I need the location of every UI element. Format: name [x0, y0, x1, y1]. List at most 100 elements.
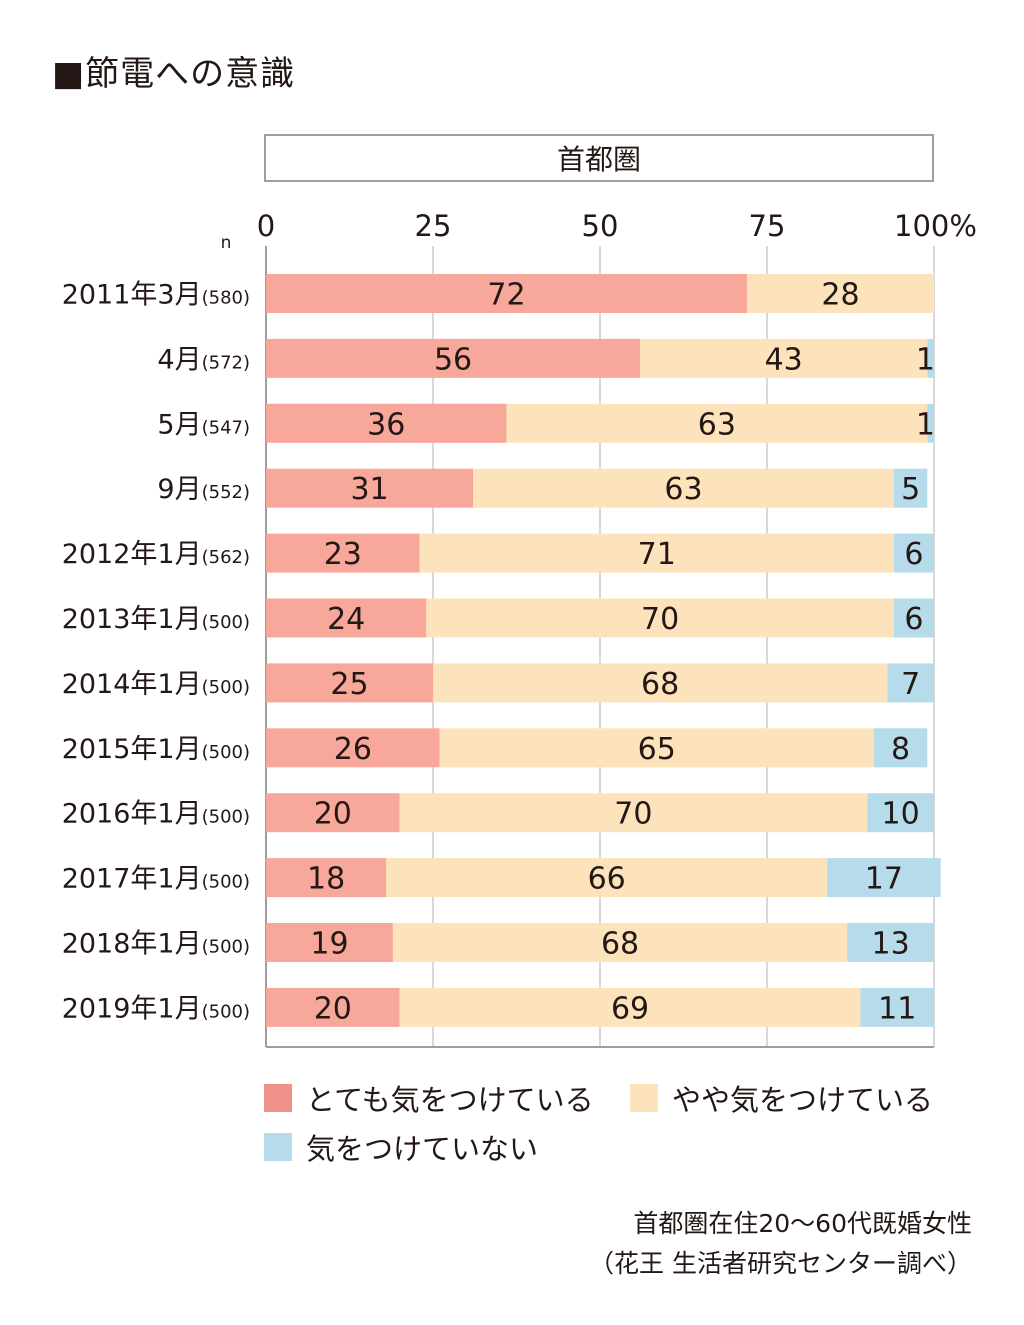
data-label-somewhat: 68	[601, 927, 639, 962]
bar-segment-very	[266, 598, 427, 638]
category-name: 2018年1月	[62, 929, 202, 960]
bar-segment-somewhat	[386, 858, 828, 898]
category-n: (572)	[202, 352, 250, 373]
data-label-not: 6	[904, 602, 923, 637]
category-label: 2012年1月(562)	[62, 539, 250, 570]
region-panel-header: 首都圏	[264, 134, 934, 182]
category-n: (500)	[202, 937, 250, 958]
data-label-somewhat: 71	[638, 537, 676, 572]
bar-segment-somewhat	[746, 274, 934, 313]
category-name: 9月	[157, 474, 201, 505]
category-label: 2016年1月(500)	[62, 799, 250, 830]
data-label-very: 23	[324, 537, 362, 572]
data-label-not: 7	[901, 667, 920, 702]
category-label: 2015年1月(500)	[62, 734, 250, 765]
legend-label-not: 気をつけていない	[306, 1132, 539, 1166]
bar-segment-not	[873, 728, 928, 768]
bar-segment-very	[266, 663, 433, 703]
category-label: 2017年1月(500)	[62, 864, 250, 895]
legend-label-very: とても気をつけている	[306, 1083, 594, 1117]
bar-segment-very	[266, 728, 440, 768]
bar-segment-somewhat	[392, 923, 848, 962]
bar-segment-somewhat	[419, 533, 894, 573]
category-n: (547)	[202, 417, 250, 438]
chart-title: ■節電への意識	[52, 54, 296, 94]
data-label-somewhat: 69	[611, 991, 649, 1026]
x-tick-label: 100%	[894, 209, 977, 243]
bar-segment-very	[266, 403, 507, 443]
category-n: (552)	[202, 482, 250, 503]
category-label: 2011年3月(580)	[62, 280, 250, 311]
bar-segment-not	[847, 923, 934, 962]
category-n: (500)	[202, 872, 250, 893]
data-label-very: 24	[327, 602, 365, 637]
bar-segment-not	[860, 987, 934, 1027]
data-label-not: 13	[871, 927, 909, 962]
bar-segment-very	[266, 987, 400, 1027]
bar-segment-very	[266, 533, 420, 573]
bar-segment-somewhat	[506, 403, 928, 443]
category-name: 2017年1月	[62, 864, 202, 895]
bar-segment-somewhat	[399, 987, 861, 1027]
bar-segment-somewhat	[399, 793, 868, 833]
category-name: 2013年1月	[62, 604, 202, 635]
source-line-2: （花王 生活者研究センター調べ）	[589, 1249, 972, 1278]
category-label: 2018年1月(500)	[62, 929, 250, 960]
category-n: (500)	[202, 677, 250, 698]
data-label-not: 17	[865, 862, 903, 897]
data-label-somewhat: 63	[664, 472, 702, 507]
bar-segment-not	[927, 403, 934, 443]
data-label-somewhat: 70	[641, 602, 679, 637]
x-tick-label: 25	[415, 209, 452, 243]
bar-segment-very	[266, 858, 387, 898]
bar-segment-not	[893, 533, 934, 573]
data-label-not: 11	[878, 991, 916, 1026]
legend-label-somewhat: やや気をつけている	[672, 1083, 934, 1117]
region-label: 首都圏	[556, 143, 641, 176]
category-n: (500)	[202, 807, 250, 828]
category-name: 2011年3月	[62, 280, 202, 311]
data-label-very: 18	[307, 862, 345, 897]
data-label-very: 56	[434, 342, 472, 377]
bar-segment-somewhat	[473, 468, 894, 508]
data-label-not: 1	[916, 342, 935, 377]
bar-segment-very	[266, 468, 474, 508]
category-label: 5月(547)	[157, 409, 250, 440]
data-label-not: 10	[882, 797, 920, 832]
bar-segment-very	[266, 793, 400, 833]
bar-segment-somewhat	[426, 598, 894, 638]
legend-item-very: とても気をつけている	[264, 1077, 594, 1119]
category-name: 2012年1月	[62, 539, 202, 570]
legend-swatch-very	[264, 1084, 292, 1112]
bar-segment-not	[893, 598, 934, 638]
bar-segment-not	[867, 793, 934, 833]
bar-segment-not	[893, 468, 928, 508]
legend-swatch-not	[264, 1133, 292, 1161]
data-label-very: 72	[487, 278, 525, 313]
category-n: (500)	[202, 1001, 250, 1022]
bar-segment-very	[266, 923, 393, 962]
data-label-somewhat: 66	[588, 862, 626, 897]
bar-segment-very	[266, 274, 747, 313]
data-label-not: 1	[916, 407, 935, 442]
x-tick-label: 50	[582, 209, 619, 243]
x-tick-label: 0	[257, 209, 275, 243]
category-name: 5月	[157, 409, 201, 440]
legend-swatch-somewhat	[630, 1084, 658, 1112]
category-name: 2019年1月	[62, 993, 202, 1024]
data-label-somewhat: 63	[698, 407, 736, 442]
category-n: (580)	[202, 288, 250, 309]
category-name: 2016年1月	[62, 799, 202, 830]
category-name: 4月	[157, 344, 201, 375]
data-label-not: 6	[904, 537, 923, 572]
category-label: 2019年1月(500)	[62, 993, 250, 1024]
data-label-somewhat: 70	[614, 797, 652, 832]
category-label: 4月(572)	[157, 344, 250, 375]
x-tick-label: 75	[749, 209, 786, 243]
category-n: (500)	[202, 612, 250, 633]
category-n: (500)	[202, 742, 250, 763]
data-label-somewhat: 28	[821, 278, 859, 313]
data-label-very: 36	[367, 407, 405, 442]
category-label: 9月(552)	[157, 474, 250, 505]
category-name: 2014年1月	[62, 669, 202, 700]
